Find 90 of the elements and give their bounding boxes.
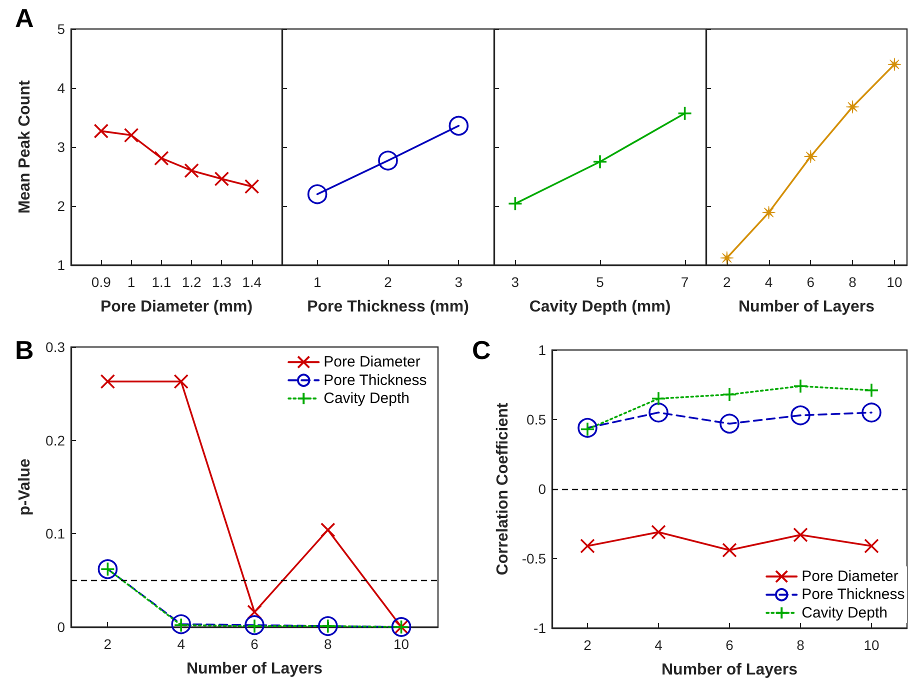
x-tick-label: 4	[764, 274, 773, 290]
point	[722, 387, 737, 402]
x-tick-label: 0.9	[91, 274, 112, 290]
chart-title: A	[15, 3, 34, 33]
point	[648, 402, 668, 422]
x-tick-label: 2	[584, 637, 592, 653]
y-tick-label: 0.1	[46, 526, 66, 542]
y-tick-label: 3	[57, 139, 66, 155]
x-tick-label: 4	[177, 636, 186, 652]
x-axis-title: Number of Layers	[186, 660, 323, 678]
x-tick-label: 3	[454, 274, 463, 290]
x-tick-label: 1.4	[242, 274, 262, 290]
legend-label: Pore Diameter	[324, 354, 420, 371]
point	[244, 615, 264, 636]
point	[171, 614, 191, 634]
x-axis-title: Pore Diameter (mm)	[100, 298, 253, 316]
point	[320, 522, 336, 538]
x-tick-label: 4	[654, 637, 663, 653]
y-tick-label: 0	[57, 619, 66, 635]
x-tick-label: 3	[511, 274, 520, 290]
y-tick-label: 0.3	[46, 339, 66, 355]
y-axis-title: Correlation Coefficient	[494, 402, 512, 576]
y-tick-label: 2	[57, 198, 66, 214]
x-tick-label: 10	[394, 636, 410, 652]
legend-label: Pore Diameter	[802, 568, 898, 585]
legend-label: Cavity Depth	[324, 390, 410, 407]
y-tick-label: -0.5	[522, 550, 546, 566]
point	[790, 405, 810, 426]
point	[100, 374, 116, 389]
legend-label: Pore Thickness	[802, 586, 905, 604]
point	[651, 391, 666, 406]
point	[651, 524, 666, 540]
y-tick-label: 0	[538, 481, 546, 497]
point	[762, 206, 776, 220]
point	[720, 414, 740, 434]
point	[722, 542, 737, 558]
x-tick-label: 7	[680, 274, 689, 290]
x-tick-label: 1.1	[152, 274, 172, 290]
point	[154, 150, 169, 166]
x-axis-title: Number of Layers	[661, 662, 798, 678]
x-tick-label: 6	[250, 636, 259, 652]
y-tick-label: 4	[57, 80, 66, 96]
legend-label: Cavity Depth	[802, 604, 888, 622]
x-axis-title: Pore Thickness (mm)	[307, 298, 469, 316]
y-tick-label: 1	[538, 342, 546, 358]
point	[864, 538, 879, 554]
y-tick-label: 0.5	[526, 412, 546, 428]
x-tick-label: 10	[864, 637, 880, 653]
point	[580, 538, 595, 554]
point	[804, 150, 818, 164]
chart-title: B	[15, 335, 34, 365]
x-tick-label: 10	[886, 274, 902, 290]
x-tick-label: 8	[848, 274, 857, 290]
x-tick-label: 8	[324, 636, 332, 652]
x-tick-label: 5	[596, 274, 604, 290]
point	[793, 527, 808, 542]
point	[862, 402, 882, 422]
legend-label: Pore Thickness	[324, 372, 427, 389]
x-axis-title: Cavity Depth (mm)	[529, 298, 671, 316]
x-tick-label: 2	[104, 636, 112, 652]
point	[94, 124, 109, 138]
y-axis-title: p-Value	[16, 458, 34, 516]
x-tick-label: 6	[726, 637, 734, 653]
point	[578, 418, 598, 438]
point	[214, 171, 230, 186]
point	[174, 374, 188, 389]
y-tick-label: 1	[57, 257, 66, 273]
x-tick-label: 2	[384, 274, 392, 290]
y-tick-label: 5	[57, 21, 66, 37]
chart-title: C	[472, 335, 491, 365]
x-tick-label: 1.3	[212, 274, 232, 290]
point	[864, 382, 879, 398]
x-tick-label: 6	[806, 274, 815, 290]
point	[244, 179, 260, 194]
y-tick-label: -1	[534, 620, 546, 636]
point	[888, 58, 902, 72]
point	[846, 100, 860, 114]
point	[184, 163, 199, 178]
point	[793, 378, 808, 394]
y-axis-title: Mean Peak Count	[16, 80, 34, 214]
point	[720, 251, 734, 265]
x-tick-label: 1	[127, 274, 136, 290]
x-tick-label: 1	[313, 274, 322, 290]
point	[124, 128, 139, 143]
x-tick-label: 8	[796, 637, 805, 653]
x-tick-label: 2	[723, 274, 732, 290]
point	[247, 604, 262, 620]
x-tick-label: 1.2	[182, 274, 202, 290]
x-axis-title: Number of Layers	[738, 298, 875, 316]
y-tick-label: 0.2	[46, 432, 66, 448]
